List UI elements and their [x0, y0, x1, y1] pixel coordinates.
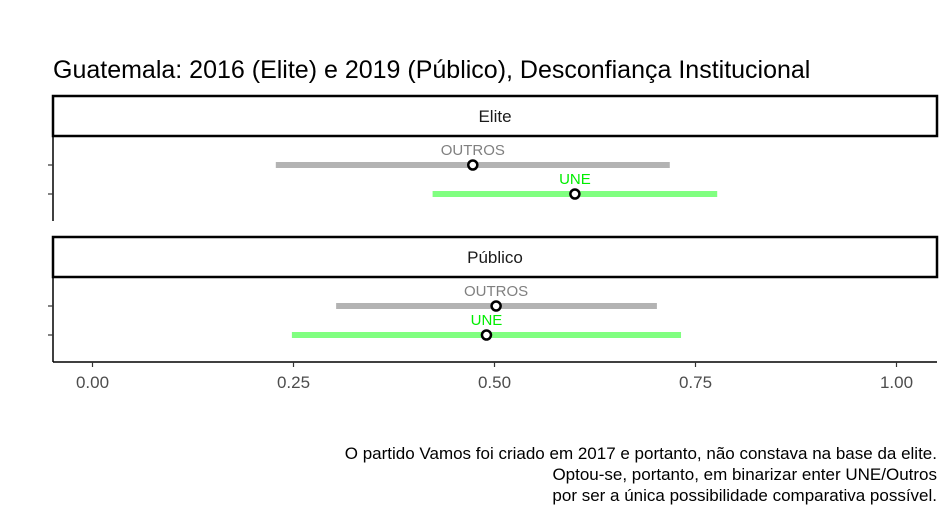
x-tick-label: 0.75: [679, 373, 712, 392]
series-une: UNE: [48, 312, 682, 341]
series-label: UNE: [471, 312, 503, 329]
strip-box: [51, 235, 939, 279]
caption-line-2: Optou-se, portanto, em binarizar enter U…: [552, 465, 937, 484]
series-label: UNE: [559, 171, 591, 188]
point-estimate: [569, 188, 581, 200]
x-tick-label: 1.00: [880, 373, 913, 392]
chart-panels: Elite OUTROS UNE Público OUTROS UNE: [48, 94, 939, 363]
caption-line-1: O partido Vamos foi criado em 2017 e por…: [345, 444, 937, 463]
chart-caption: O partido Vamos foi criado em 2017 e por…: [345, 444, 937, 505]
x-tick-label: 0.25: [277, 373, 310, 392]
point-estimate: [490, 300, 502, 312]
strip-label: Elite: [478, 107, 511, 126]
strip-box: [51, 94, 939, 138]
series-outros: OUTROS: [48, 283, 657, 312]
x-tick-label: 0.00: [76, 373, 109, 392]
series-label: OUTROS: [441, 142, 505, 159]
series-une: UNE: [48, 171, 718, 200]
series-label: OUTROS: [464, 283, 528, 300]
caption-line-3: por ser a única possibilidade comparativ…: [552, 486, 937, 505]
x-axis: 0.00 0.25 0.50 0.75 1.00: [76, 362, 913, 392]
x-tick-label: 0.50: [478, 373, 511, 392]
panel-0: Elite OUTROS UNE: [48, 94, 939, 221]
point-estimate: [467, 159, 479, 171]
chart-title: Guatemala: 2016 (Elite) e 2019 (Público)…: [53, 56, 810, 84]
strip-label: Público: [467, 248, 523, 267]
panel-1: Público OUTROS UNE: [48, 235, 939, 363]
point-estimate: [480, 329, 493, 341]
series-outros: OUTROS: [48, 142, 670, 171]
